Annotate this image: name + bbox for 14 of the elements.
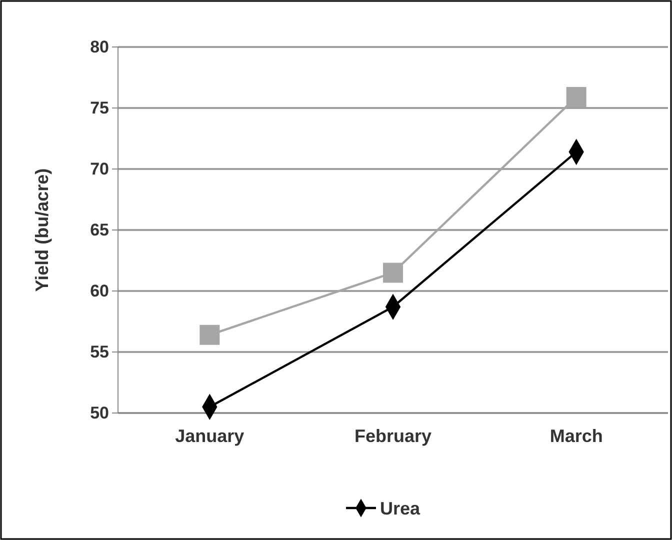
point — [200, 324, 220, 345]
x-tick-label: March — [550, 426, 603, 446]
y-tick-label: 55 — [90, 342, 109, 362]
y-tick-label: 70 — [90, 159, 109, 178]
x-tick-label: January — [175, 426, 244, 446]
y-tick-label: 60 — [90, 281, 109, 300]
point — [566, 87, 586, 108]
x-tick-label: February — [354, 426, 432, 446]
y-tick-label: 80 — [90, 37, 109, 56]
legend-label: Urea — [380, 498, 421, 518]
y-axis-title: Yield (bu/acre) — [32, 168, 52, 292]
y-tick-label: 65 — [90, 220, 109, 240]
y-tick-label: 50 — [90, 403, 109, 422]
y-tick-label: 75 — [90, 98, 109, 118]
